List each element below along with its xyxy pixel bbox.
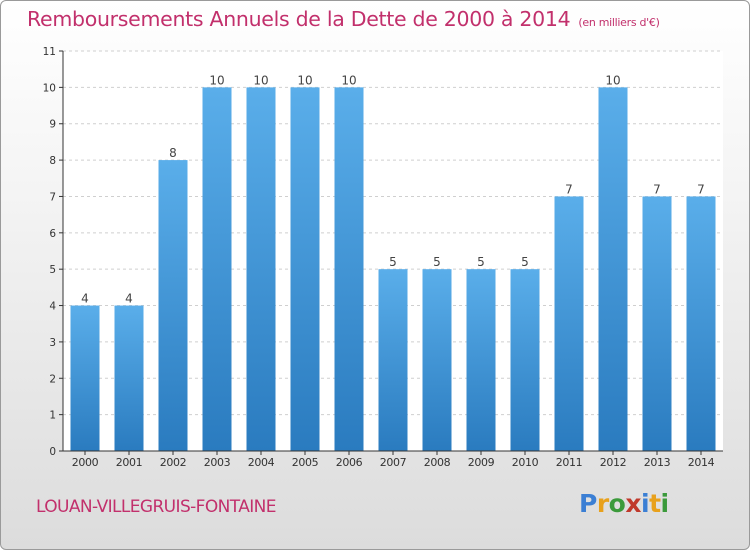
bar-2014 bbox=[686, 196, 716, 451]
y-tick-label: 5 bbox=[49, 264, 56, 276]
unit-note: (en milliers d'€) bbox=[578, 16, 660, 29]
x-tick-label-2012: 2012 bbox=[600, 456, 626, 469]
x-axis-ticks: 2000 2001 2002 2003 2004 2005 2006 2007 2008 2009… bbox=[72, 451, 715, 469]
x-tick-label-2006: 2006 bbox=[336, 456, 363, 469]
value-label-2008: 5 bbox=[433, 255, 441, 269]
y-tick-label: 8 bbox=[49, 155, 56, 167]
value-label-2013: 7 bbox=[653, 182, 661, 196]
bar-2012 bbox=[598, 87, 628, 451]
value-label-2001: 4 bbox=[125, 292, 133, 306]
x-tick-label-2004: 2004 bbox=[248, 456, 275, 469]
proxiti-logo: Proxiti bbox=[579, 489, 669, 518]
logo-letter: x bbox=[625, 489, 641, 518]
bar-2001 bbox=[114, 305, 144, 451]
value-label-2006: 10 bbox=[341, 73, 356, 87]
y-tick-label: 7 bbox=[49, 191, 56, 203]
x-tick-label-2005: 2005 bbox=[292, 456, 319, 469]
y-tick-label: 3 bbox=[49, 337, 56, 349]
x-tick-label-2008: 2008 bbox=[424, 456, 451, 469]
logo-letter: i bbox=[641, 489, 650, 518]
x-tick-label-2001: 2001 bbox=[116, 456, 142, 469]
value-label-2002: 8 bbox=[169, 146, 177, 160]
x-tick-label-2007: 2007 bbox=[380, 456, 407, 469]
y-axis-ticks: 0 1 2 3 4 5 6 7 8 9 10 11 bbox=[43, 46, 63, 458]
bar-2011 bbox=[554, 196, 584, 451]
bar-2008 bbox=[422, 269, 452, 451]
value-label-2011: 7 bbox=[565, 182, 573, 196]
bar-2009 bbox=[466, 269, 496, 451]
value-label-2009: 5 bbox=[477, 255, 485, 269]
value-label-2004: 10 bbox=[253, 73, 268, 87]
logo-letter: o bbox=[608, 489, 626, 518]
bar-2000 bbox=[70, 305, 100, 451]
y-tick-label: 2 bbox=[49, 373, 56, 385]
logo-letter: t bbox=[649, 489, 661, 518]
bar-2013 bbox=[642, 196, 672, 451]
value-label-2007: 5 bbox=[389, 255, 397, 269]
x-tick-label-2013: 2013 bbox=[644, 456, 671, 469]
x-tick-label-2011: 2011 bbox=[556, 456, 582, 469]
value-label-2000: 4 bbox=[81, 292, 89, 306]
logo-letter: P bbox=[579, 489, 597, 518]
chart-title: Remboursements Annuels de la Dette de 20… bbox=[27, 7, 660, 31]
value-labels: 4 4 8 10 10 10 10 5 5 5 5 7 10 7 7 bbox=[81, 73, 705, 305]
bar-2002 bbox=[158, 160, 188, 451]
value-label-2005: 10 bbox=[297, 73, 312, 87]
x-tick-label-2003: 2003 bbox=[204, 456, 231, 469]
bar-2005 bbox=[290, 87, 320, 451]
y-tick-label: 1 bbox=[49, 410, 56, 422]
y-tick-label: 6 bbox=[49, 228, 56, 240]
bar-2004 bbox=[246, 87, 276, 451]
y-tick-label: 4 bbox=[49, 301, 56, 313]
location-name: LOUAN-VILLEGRUIS-FONTAINE bbox=[36, 497, 277, 517]
y-tick-label: 0 bbox=[49, 446, 56, 458]
logo-letter: r bbox=[596, 489, 609, 518]
bar-2010 bbox=[510, 269, 540, 451]
x-tick-label-2009: 2009 bbox=[468, 456, 495, 469]
x-tick-label-2010: 2010 bbox=[512, 456, 539, 469]
value-label-2003: 10 bbox=[209, 73, 224, 87]
value-label-2014: 7 bbox=[697, 182, 705, 196]
bar-2006 bbox=[334, 87, 364, 451]
x-tick-label-2014: 2014 bbox=[688, 456, 715, 469]
bar-2007 bbox=[378, 269, 408, 451]
x-tick-label-2002: 2002 bbox=[160, 456, 186, 469]
y-tick-label: 9 bbox=[49, 119, 56, 131]
value-label-2012: 10 bbox=[605, 73, 620, 87]
y-tick-label: 10 bbox=[43, 82, 56, 94]
x-tick-label-2000: 2000 bbox=[72, 456, 99, 469]
logo-letter: i bbox=[660, 489, 670, 518]
bar-2003 bbox=[202, 87, 232, 451]
bars bbox=[70, 87, 716, 451]
y-tick-label: 11 bbox=[43, 46, 56, 58]
value-label-2010: 5 bbox=[521, 255, 529, 269]
